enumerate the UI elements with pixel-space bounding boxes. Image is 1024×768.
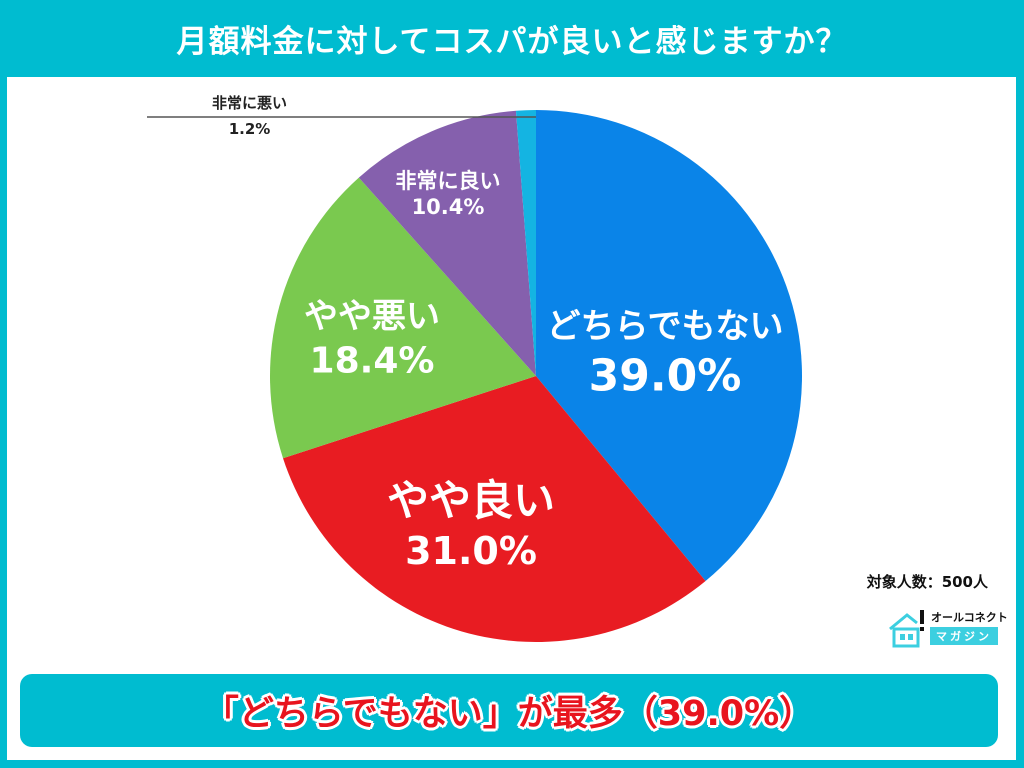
slice-percent: 31.0% bbox=[405, 528, 537, 573]
respondent-count: 対象人数：500人 bbox=[866, 573, 988, 591]
slice-label-yayawarui: やや悪い 18.4% bbox=[304, 295, 440, 383]
slice-name: 非常に悪い bbox=[212, 94, 288, 112]
slice-name: 非常に良い bbox=[395, 168, 501, 193]
brand-name-bottom: マガジン bbox=[930, 627, 998, 645]
house-icon bbox=[889, 610, 924, 648]
slice-percent: 10.4% bbox=[411, 195, 485, 219]
brand-logo: オールコネクト マガジン bbox=[887, 607, 1008, 649]
slice-name: やや良い bbox=[386, 476, 556, 525]
slice-label-dochira: どちらでもない 39.0% bbox=[547, 305, 784, 403]
summary-text: 「どちらでもない」が最多（39.0%） bbox=[203, 694, 815, 734]
pie-slice bbox=[283, 376, 706, 643]
pie-slice bbox=[536, 110, 803, 581]
chart-panel: どちらでもない 39.0% やや良い 31.0% やや悪い 18.4% 非常に良… bbox=[7, 77, 1016, 760]
slice-percent: 1.2% bbox=[228, 120, 271, 138]
pie-chart bbox=[147, 110, 803, 643]
chart-title: 月額料金に対してコスパが良いと感じますか？ bbox=[176, 24, 848, 60]
pie-slice bbox=[515, 110, 536, 376]
slice-name: どちらでもない bbox=[546, 306, 784, 347]
slice-name: やや悪い bbox=[304, 296, 440, 337]
pie-slice bbox=[358, 110, 536, 376]
slice-label-hijoyoi: 非常に良い 10.4% bbox=[396, 168, 501, 221]
slice-label-yayayoi: やや良い 31.0% bbox=[387, 475, 555, 575]
brand-name-top: オールコネクト bbox=[931, 611, 1008, 624]
slice-percent: 18.4% bbox=[309, 339, 435, 381]
pie-slice bbox=[270, 177, 536, 459]
slice-percent: 39.0% bbox=[588, 349, 742, 401]
slice-label-hijowarui: 非常に悪い 1.2% bbox=[212, 91, 287, 141]
summary-banner: 「どちらでもない」が最多（39.0%） bbox=[20, 674, 998, 747]
